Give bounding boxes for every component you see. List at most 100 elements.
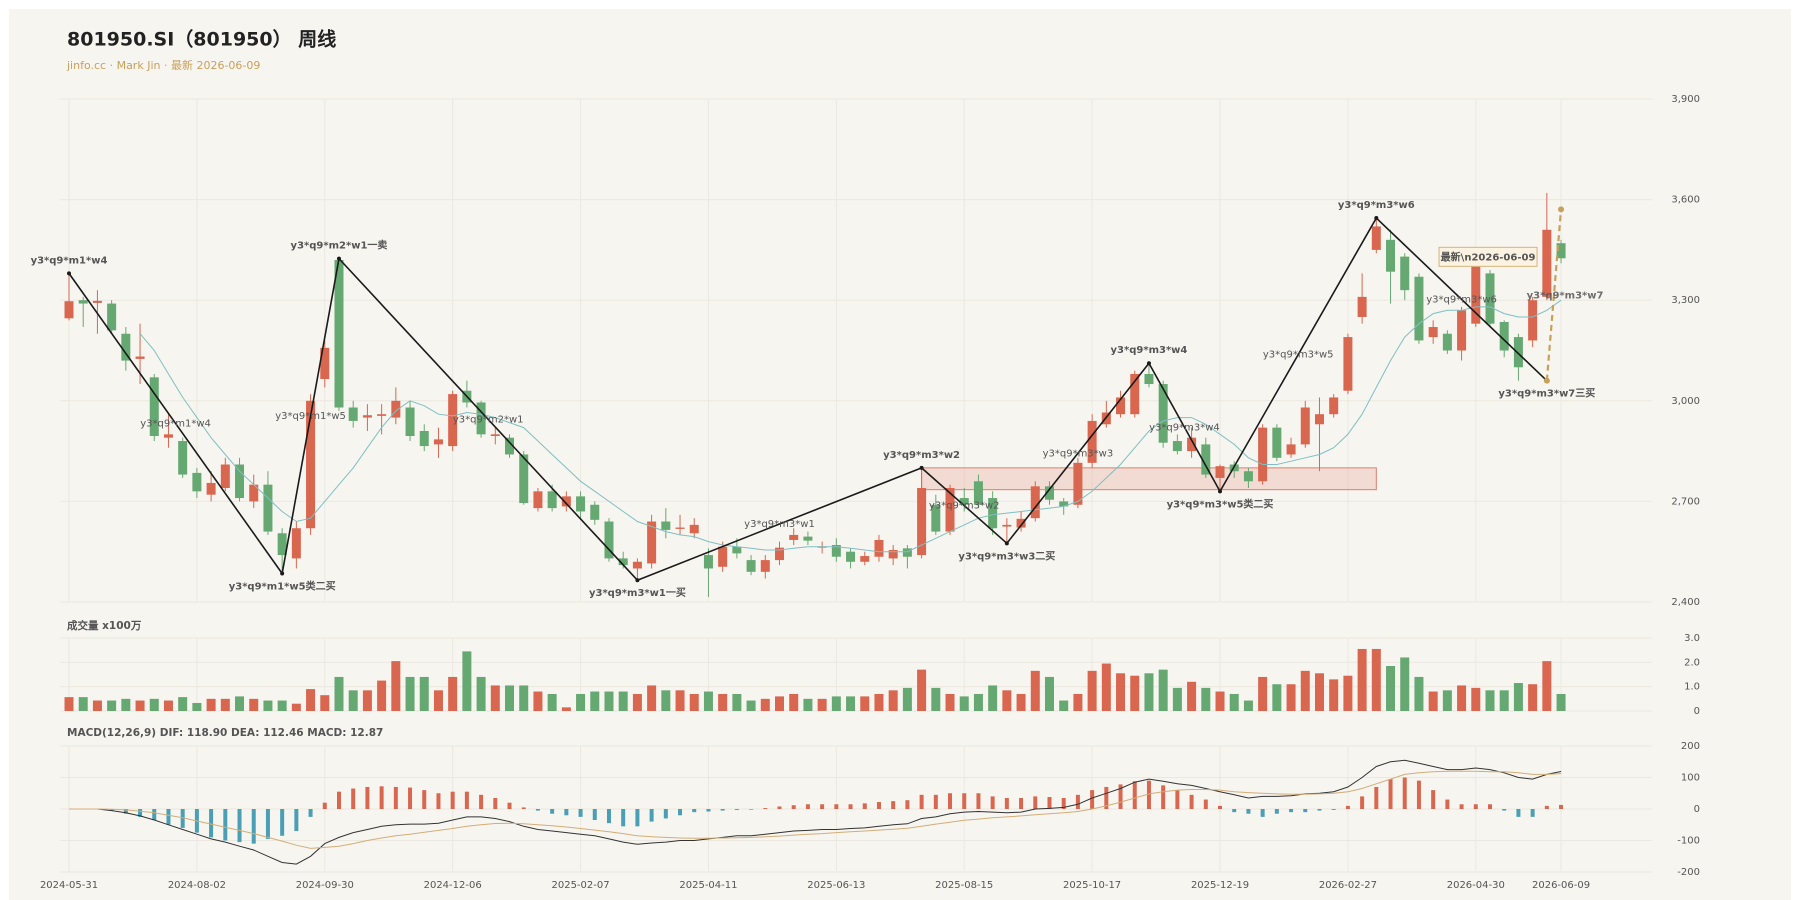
- volume-bar: [505, 685, 515, 711]
- volume-bar: [405, 676, 415, 711]
- volume-bar: [533, 691, 543, 711]
- candle-body: [689, 524, 699, 534]
- macd-bar: [223, 809, 228, 841]
- candle-body: [945, 487, 955, 532]
- macd-bar: [1402, 777, 1407, 809]
- candle-body: [1286, 444, 1296, 455]
- candle-body: [1528, 300, 1538, 341]
- candle-body: [1343, 337, 1353, 391]
- volume-bar: [547, 693, 557, 711]
- candle-body: [1073, 462, 1083, 505]
- x-tick-label: 2024-08-02: [168, 880, 226, 891]
- macd-bar: [621, 809, 626, 827]
- volume-bar: [433, 690, 443, 711]
- segment-label: y3*q9*m3*w4: [1149, 422, 1220, 433]
- volume-bar: [1030, 670, 1040, 711]
- macd-bar: [1161, 785, 1166, 809]
- macd-bar: [1388, 779, 1393, 809]
- volume-bar: [135, 700, 145, 711]
- candle-body: [1272, 427, 1282, 458]
- volume-bar: [931, 687, 941, 711]
- candle-body: [235, 464, 245, 499]
- macd-bar: [876, 802, 881, 809]
- macd-bar: [1203, 799, 1208, 809]
- macd-bar: [1246, 809, 1251, 814]
- macd-bar: [1544, 805, 1549, 809]
- macd-bar: [919, 794, 924, 809]
- volume-bar: [689, 693, 699, 711]
- macd-tick-label: 200: [1681, 741, 1700, 752]
- macd-bar: [1331, 809, 1336, 810]
- macd-bar: [862, 803, 867, 809]
- macd-bar: [1459, 804, 1464, 809]
- volume-bar: [831, 696, 841, 711]
- zigzag-segment: [1219, 217, 1378, 492]
- macd-title: MACD(12,26,9) DIF: 118.90 DEA: 112.46 MA…: [67, 727, 383, 739]
- volume-bar: [959, 696, 969, 711]
- pivot-point: [67, 271, 71, 276]
- volume-title: 成交量 x100万: [67, 619, 142, 632]
- macd-bar: [1530, 809, 1535, 817]
- volume-bar: [803, 698, 813, 711]
- volume-bar: [1215, 691, 1225, 711]
- candle-body: [163, 434, 173, 438]
- macd-bar: [436, 793, 441, 809]
- volume-bar: [760, 698, 770, 711]
- macd-bar: [763, 808, 768, 809]
- volume-bar: [149, 698, 159, 711]
- candle-body: [64, 301, 74, 319]
- macd-bar: [976, 793, 981, 809]
- volume-bar: [1513, 683, 1523, 711]
- candle-body: [760, 560, 770, 572]
- pivot-point: [1004, 541, 1009, 546]
- zigzag-segment: [281, 258, 340, 574]
- volume-bar: [107, 700, 117, 711]
- volume-bar: [320, 695, 330, 711]
- macd-bar: [990, 796, 995, 809]
- macd-bar: [1374, 786, 1379, 809]
- candle-body: [789, 534, 799, 540]
- segment-label: y3*q9*m2*w1: [453, 414, 524, 425]
- pivot-label: y3*q9*m3*w7三买: [1498, 388, 1595, 400]
- macd-bar: [1189, 794, 1194, 809]
- macd-bar: [393, 786, 398, 809]
- macd-bar: [1445, 799, 1450, 809]
- volume-bar: [348, 690, 358, 711]
- volume-bar: [902, 687, 912, 711]
- volume-bar: [1428, 691, 1438, 711]
- volume-bar: [988, 685, 998, 711]
- price-tick-label: 3,900: [1671, 94, 1700, 105]
- macd-bar: [1146, 780, 1151, 809]
- macd-bar: [962, 793, 967, 809]
- volume-bar: [462, 651, 472, 711]
- candle-body: [1243, 471, 1253, 482]
- volume-bar: [632, 693, 642, 711]
- candle-body: [1357, 296, 1367, 317]
- macd-bar: [1303, 809, 1308, 813]
- volume-bar: [263, 700, 273, 711]
- pivot-point: [919, 465, 924, 470]
- x-tick-label: 2024-05-31: [40, 880, 98, 891]
- candle-body: [1144, 373, 1154, 385]
- candle-body: [334, 259, 344, 408]
- volume-bar: [590, 691, 600, 711]
- pivot-label: y3*q9*m1*w4: [31, 255, 108, 266]
- pivot-point: [635, 578, 640, 583]
- macd-bar: [1033, 796, 1038, 809]
- volume-bar: [1300, 670, 1310, 711]
- volume-bar: [604, 691, 614, 711]
- macd-bar: [1075, 794, 1080, 809]
- price-tick-label: 3,600: [1671, 195, 1700, 206]
- pivot-label: y3*q9*m3*w5类二买: [1167, 497, 1274, 510]
- macd-bar: [521, 807, 526, 809]
- candle-body: [419, 430, 429, 447]
- macd-bar: [422, 790, 427, 809]
- volume-bar: [675, 690, 685, 711]
- volume-bar: [775, 696, 784, 711]
- candle-body: [846, 551, 856, 562]
- candle-body: [831, 544, 841, 557]
- macd-bar: [720, 809, 725, 811]
- macd-bar: [933, 794, 938, 809]
- macd-bar: [1104, 786, 1109, 809]
